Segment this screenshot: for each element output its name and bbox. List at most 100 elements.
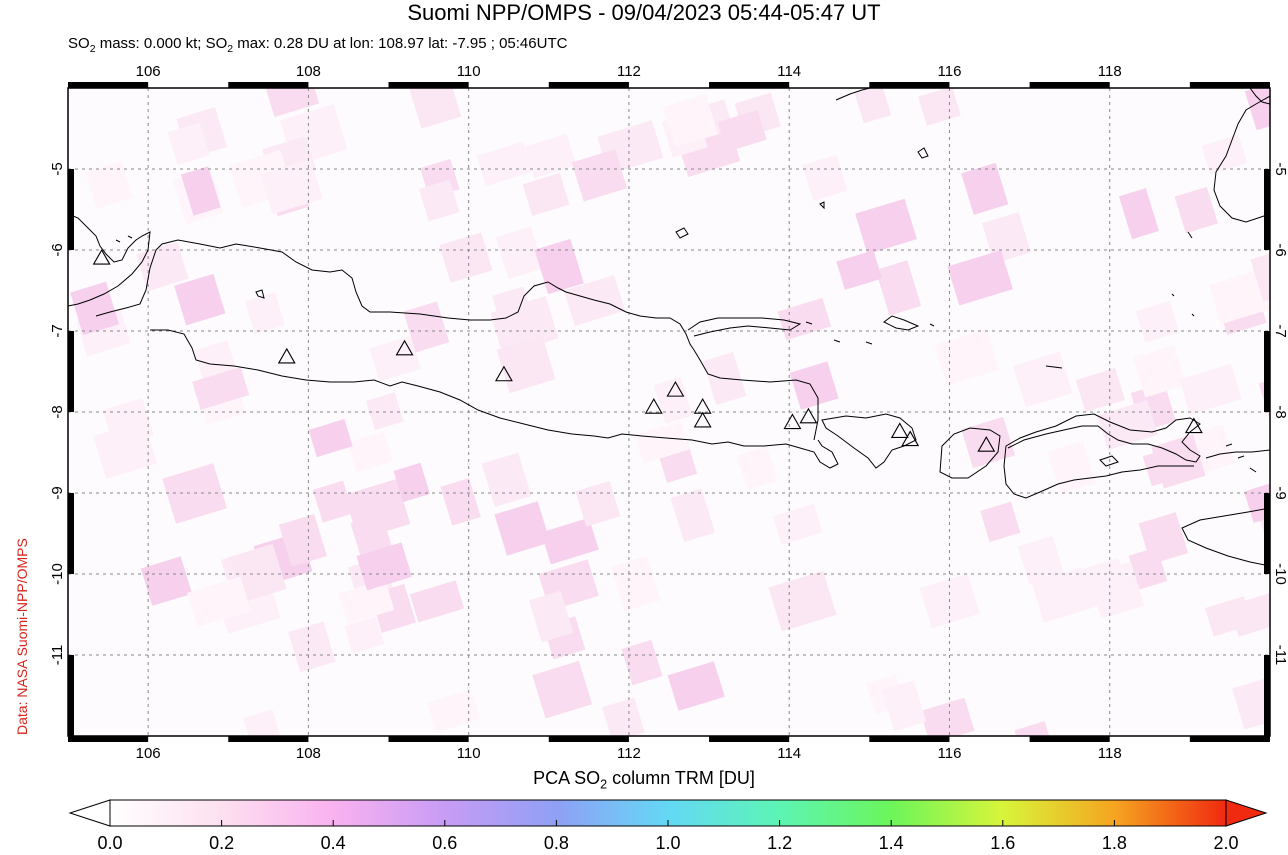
so2-pixel-group [918, 88, 961, 126]
so2-pixel [1017, 536, 1065, 585]
so2-pixel-group [670, 488, 716, 543]
so2-pixel-group [667, 661, 725, 711]
so2-pixel [1075, 368, 1125, 412]
frame-tick-top [388, 82, 469, 88]
coast-flores [1205, 449, 1270, 459]
so2-pixel [717, 109, 767, 152]
so2-pixel [260, 159, 323, 215]
so2-pixel [409, 580, 465, 623]
so2-pixel [980, 501, 1021, 543]
so2-pixel-group [476, 141, 533, 187]
so2-pixel-group [439, 232, 493, 283]
so2-pixel [768, 570, 837, 632]
colorbar-tick-label: 0.4 [320, 833, 346, 853]
so2-pixel [1012, 351, 1073, 408]
lat-label-left: -6 [49, 243, 66, 256]
so2-pixel [541, 517, 599, 565]
so2-pixel [1014, 721, 1056, 736]
so2-pixel-group [575, 480, 621, 527]
so2-pixel-group [934, 329, 999, 386]
so2-pixel-group [789, 361, 839, 410]
lon-label-top: 114 [777, 63, 801, 80]
so2-pixel-group [1201, 134, 1248, 175]
so2-pixel-group [243, 709, 286, 736]
subtitle-sub1: 2 [89, 43, 96, 55]
so2-pixel-group [393, 462, 430, 503]
colorbar-tick-label: 1.0 [655, 833, 681, 853]
so2-pixel-group [1012, 351, 1073, 408]
colorbar-tick-marks [109, 820, 1227, 826]
so2-pixel [1229, 589, 1270, 637]
so2-pixel [1179, 363, 1242, 415]
colorbar-tick-label: 0.8 [543, 833, 569, 853]
so2-pixel-group [1118, 188, 1159, 240]
so2-pixel-group [70, 281, 120, 336]
so2-pixel [136, 241, 189, 292]
coast-madura [687, 317, 802, 337]
so2-pixel [802, 154, 848, 202]
volcano-markers [92, 248, 1203, 452]
so2-pixel-group [440, 478, 481, 526]
so2-pixel-group [1179, 363, 1242, 415]
so2-pixel [278, 513, 327, 567]
so2-pixel-group [1138, 512, 1189, 565]
colorbar-tick-label: 1.4 [878, 833, 904, 853]
lon-label-bottom: 106 [136, 745, 161, 762]
so2-pixel [961, 162, 1009, 215]
so2-pixel-group [1075, 368, 1125, 412]
frame-tick-bottom [388, 736, 469, 742]
so2-pixel [344, 478, 411, 540]
volcano-marker [395, 339, 414, 356]
lon-label-bottom: 110 [457, 745, 481, 762]
so2-pixel [1201, 134, 1248, 175]
so2-pixel [265, 88, 320, 118]
so2-pixel-group [85, 161, 133, 209]
so2-pixel-group [192, 367, 250, 410]
so2-pixel [1268, 88, 1270, 129]
so2-pixel [244, 292, 285, 335]
colorbar-title: PCA SO2 column TRM [DU] [0, 768, 1288, 792]
so2-pixel [736, 446, 778, 490]
so2-pixel [180, 166, 221, 216]
so2-pixel-group [532, 660, 593, 719]
frame-tick-top [869, 82, 950, 88]
so2-pixel-group [528, 590, 574, 643]
so2-pixel-group [947, 250, 1013, 306]
so2-pixel [494, 501, 551, 556]
volcano-marker [890, 422, 909, 438]
so2-pixel [338, 579, 395, 625]
frame-tick-right [1264, 493, 1270, 574]
frame-tick-top [709, 82, 790, 88]
lon-label-top: 116 [938, 63, 962, 80]
so2-pixel-group [356, 542, 412, 591]
lat-label-left: -11 [49, 645, 66, 666]
colorbar-tick-label: 0.2 [209, 833, 235, 853]
so2-pixel-group [495, 226, 544, 280]
frame-tick-top [68, 82, 149, 88]
so2-pixel [70, 281, 120, 336]
frame-tick-right [1264, 331, 1270, 412]
so2-pixel-group [344, 616, 385, 654]
colorbar-tick-label: 0.0 [97, 833, 123, 853]
so2-pixel [409, 88, 462, 129]
map-subtitle: SO2 mass: 0.000 kt; SO2 max: 0.28 DU at … [68, 35, 567, 55]
frame-tick-bottom [709, 736, 790, 742]
so2-pixel-group [244, 292, 285, 335]
subtitle-rest: max: 0.28 DU at lon: 108.97 lat: -7.95 ;… [233, 35, 568, 52]
so2-pixel-group [278, 513, 327, 567]
so2-pixel-group [920, 697, 975, 736]
frame-tick-left [68, 331, 74, 412]
lat-label-left: -7 [49, 324, 66, 337]
so2-pixel-group [494, 501, 551, 556]
so2-pixel-group [768, 570, 837, 632]
so2-pixel [1138, 512, 1189, 565]
coast-east-java [693, 349, 819, 441]
so2-pixel [854, 88, 892, 124]
so2-pixel-group [875, 260, 922, 316]
lat-label-right: -9 [1272, 486, 1288, 499]
so2-pixel-group [1231, 672, 1270, 730]
so2-pixel-group [308, 418, 353, 458]
lat-label-right: -5 [1272, 162, 1288, 175]
frame-tick-bottom [228, 736, 309, 742]
coast-sumatra [68, 213, 151, 307]
